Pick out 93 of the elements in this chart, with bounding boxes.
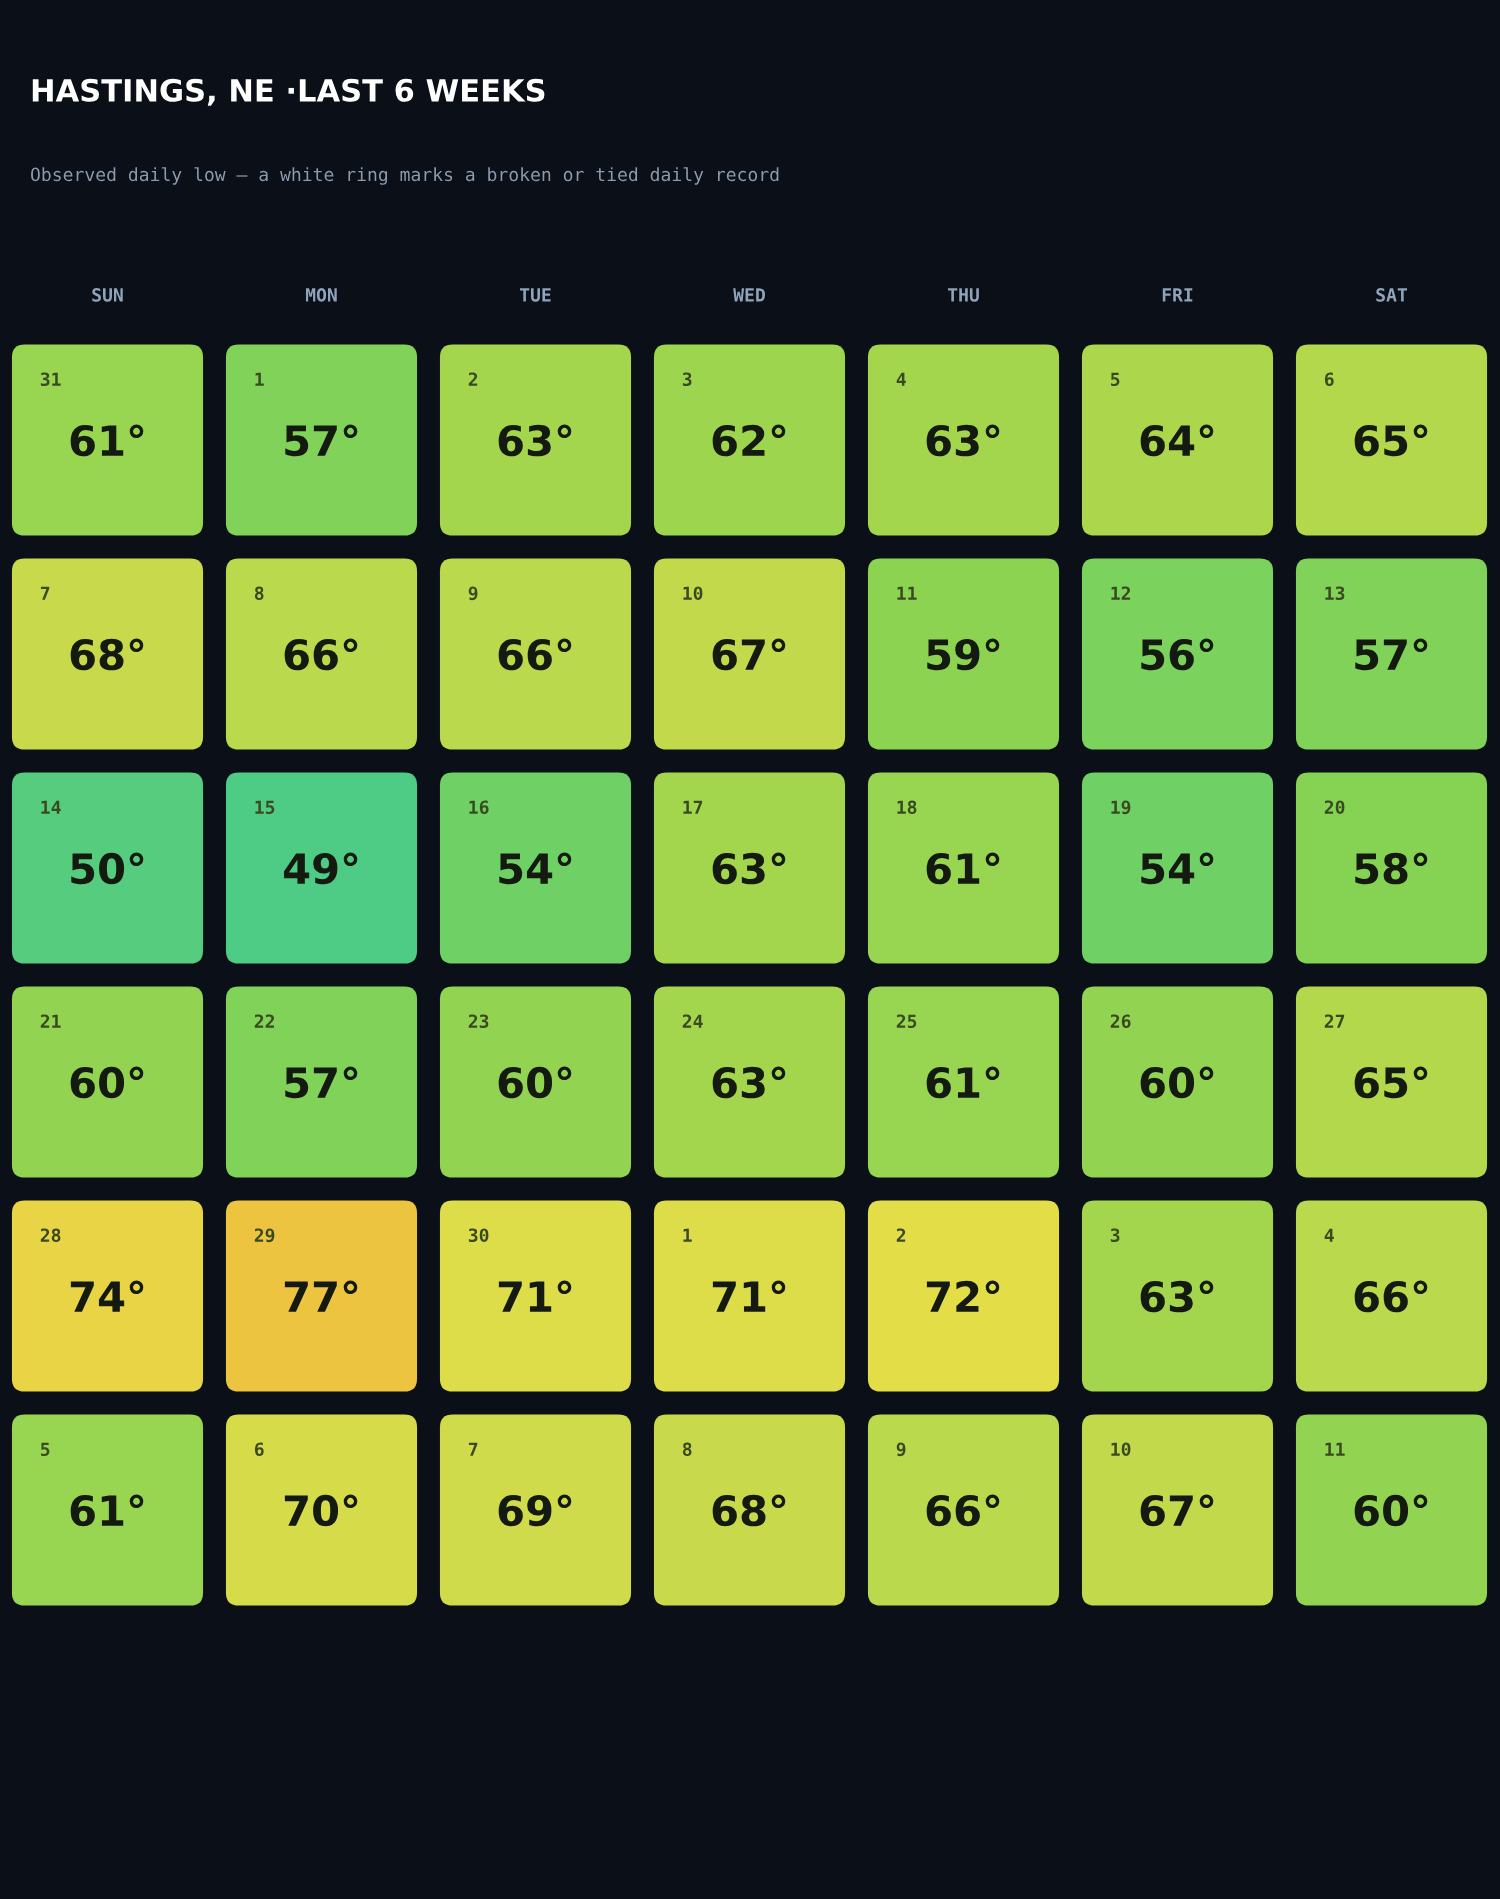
data-label: 61° — [926, 852, 1000, 885]
annotation: 27 — [1324, 1014, 1345, 1028]
data-label: 71° — [498, 1280, 572, 1312]
data-label: 68° — [70, 638, 144, 671]
data-label: 61° — [926, 1066, 1000, 1099]
data-label: 54° — [499, 852, 572, 885]
annotation: 6 — [1324, 372, 1334, 387]
annotation: 1 — [683, 1228, 692, 1242]
annotation: 9 — [896, 1442, 906, 1457]
annotation: 19 — [1111, 800, 1131, 815]
data-label: 49° — [283, 852, 358, 885]
x-tick-label: WED — [733, 288, 765, 302]
data-label: 60° — [498, 1066, 572, 1099]
x-tick-label: MON — [305, 288, 337, 302]
data-label: 60° — [70, 1066, 144, 1099]
chart-subtitle: Observed daily low — a white ring marks a broken or tied daily record — [31, 167, 779, 185]
data-label: 59° — [927, 638, 1000, 671]
annotation: 24 — [682, 1014, 703, 1028]
data-label: 66° — [926, 1494, 1000, 1527]
annotation: 10 — [683, 586, 703, 601]
x-tick-label: SUN — [92, 288, 123, 302]
annotation: 12 — [1111, 586, 1131, 600]
annotation: 7 — [468, 1442, 478, 1456]
annotation: 8 — [682, 1442, 692, 1457]
annotation: 29 — [254, 1228, 275, 1243]
data-label: 63° — [498, 424, 572, 457]
annotation: 3 — [1110, 1228, 1120, 1243]
data-label: 61° — [70, 424, 144, 457]
chart-title: HASTINGS, NE ·LAST 6 WEEKS — [32, 78, 545, 106]
annotation: 20 — [1324, 800, 1345, 815]
annotation: 2 — [896, 1228, 906, 1242]
annotation: 6 — [254, 1442, 264, 1457]
annotation: 22 — [254, 1014, 275, 1028]
data-label: 65° — [1354, 1066, 1428, 1099]
data-label: 54° — [1141, 852, 1214, 885]
data-label: 66° — [284, 638, 358, 671]
data-label: 64° — [1140, 424, 1214, 457]
x-tick-label: THU — [947, 288, 979, 302]
annotation: 10 — [1111, 1442, 1131, 1457]
data-label: 57° — [285, 1066, 358, 1099]
data-label: 62° — [712, 424, 786, 457]
data-label: 72° — [926, 1280, 1000, 1312]
annotation: 4 — [1324, 1228, 1334, 1242]
annotation: 26 — [1110, 1014, 1131, 1029]
data-label: 67° — [1140, 1494, 1214, 1527]
annotation: 25 — [896, 1014, 917, 1029]
data-label: 70° — [284, 1494, 358, 1527]
annotation: 17 — [683, 800, 703, 814]
data-label: 60° — [1354, 1494, 1428, 1527]
x-tick-label: TUE — [519, 288, 551, 302]
annotation: 1 — [255, 372, 264, 386]
annotation: 3 — [682, 372, 692, 387]
annotation: 8 — [254, 586, 264, 601]
annotation: 23 — [468, 1014, 489, 1029]
data-label: 69° — [498, 1494, 572, 1527]
data-label: 57° — [1355, 638, 1428, 671]
data-label: 77° — [284, 1280, 358, 1312]
data-label: 63° — [712, 1066, 786, 1099]
data-label: 60° — [1140, 1066, 1214, 1099]
annotation: 18 — [897, 800, 917, 815]
annotation: 11 — [897, 586, 917, 600]
data-label: 63° — [1140, 1280, 1214, 1313]
annotation: 2 — [468, 372, 478, 386]
data-label: 61° — [70, 1494, 144, 1527]
annotation: 9 — [468, 586, 478, 601]
annotation: 28 — [40, 1228, 61, 1243]
annotation: 5 — [1111, 372, 1120, 387]
data-label: 71° — [712, 1280, 786, 1312]
annotation: 15 — [255, 800, 275, 815]
data-label: 66° — [498, 638, 572, 671]
data-label: 63° — [926, 424, 1000, 457]
data-label: 57° — [285, 424, 358, 457]
data-label: 68° — [712, 1494, 786, 1527]
data-label: 50° — [71, 852, 144, 885]
annotation: 21 — [40, 1014, 61, 1028]
annotation: 4 — [896, 372, 906, 386]
annotation: 13 — [1325, 586, 1345, 601]
data-label: 74° — [70, 1280, 144, 1312]
data-label: 56° — [1141, 638, 1214, 671]
data-label: 66° — [1354, 1280, 1428, 1313]
data-label: 63° — [712, 852, 786, 885]
x-tick-label: SAT — [1376, 288, 1408, 302]
annotation: 14 — [41, 800, 61, 814]
annotation: 5 — [41, 1442, 50, 1457]
annotation: 16 — [469, 800, 489, 815]
annotation: 31 — [40, 372, 61, 387]
x-tick-label: FRI — [1162, 288, 1193, 302]
data-label: 67° — [712, 638, 786, 671]
annotation: 7 — [40, 586, 50, 600]
annotation: 30 — [468, 1228, 489, 1243]
annotation: 11 — [1325, 1442, 1345, 1456]
data-label: 58° — [1355, 852, 1428, 885]
data-label: 65° — [1354, 424, 1428, 457]
